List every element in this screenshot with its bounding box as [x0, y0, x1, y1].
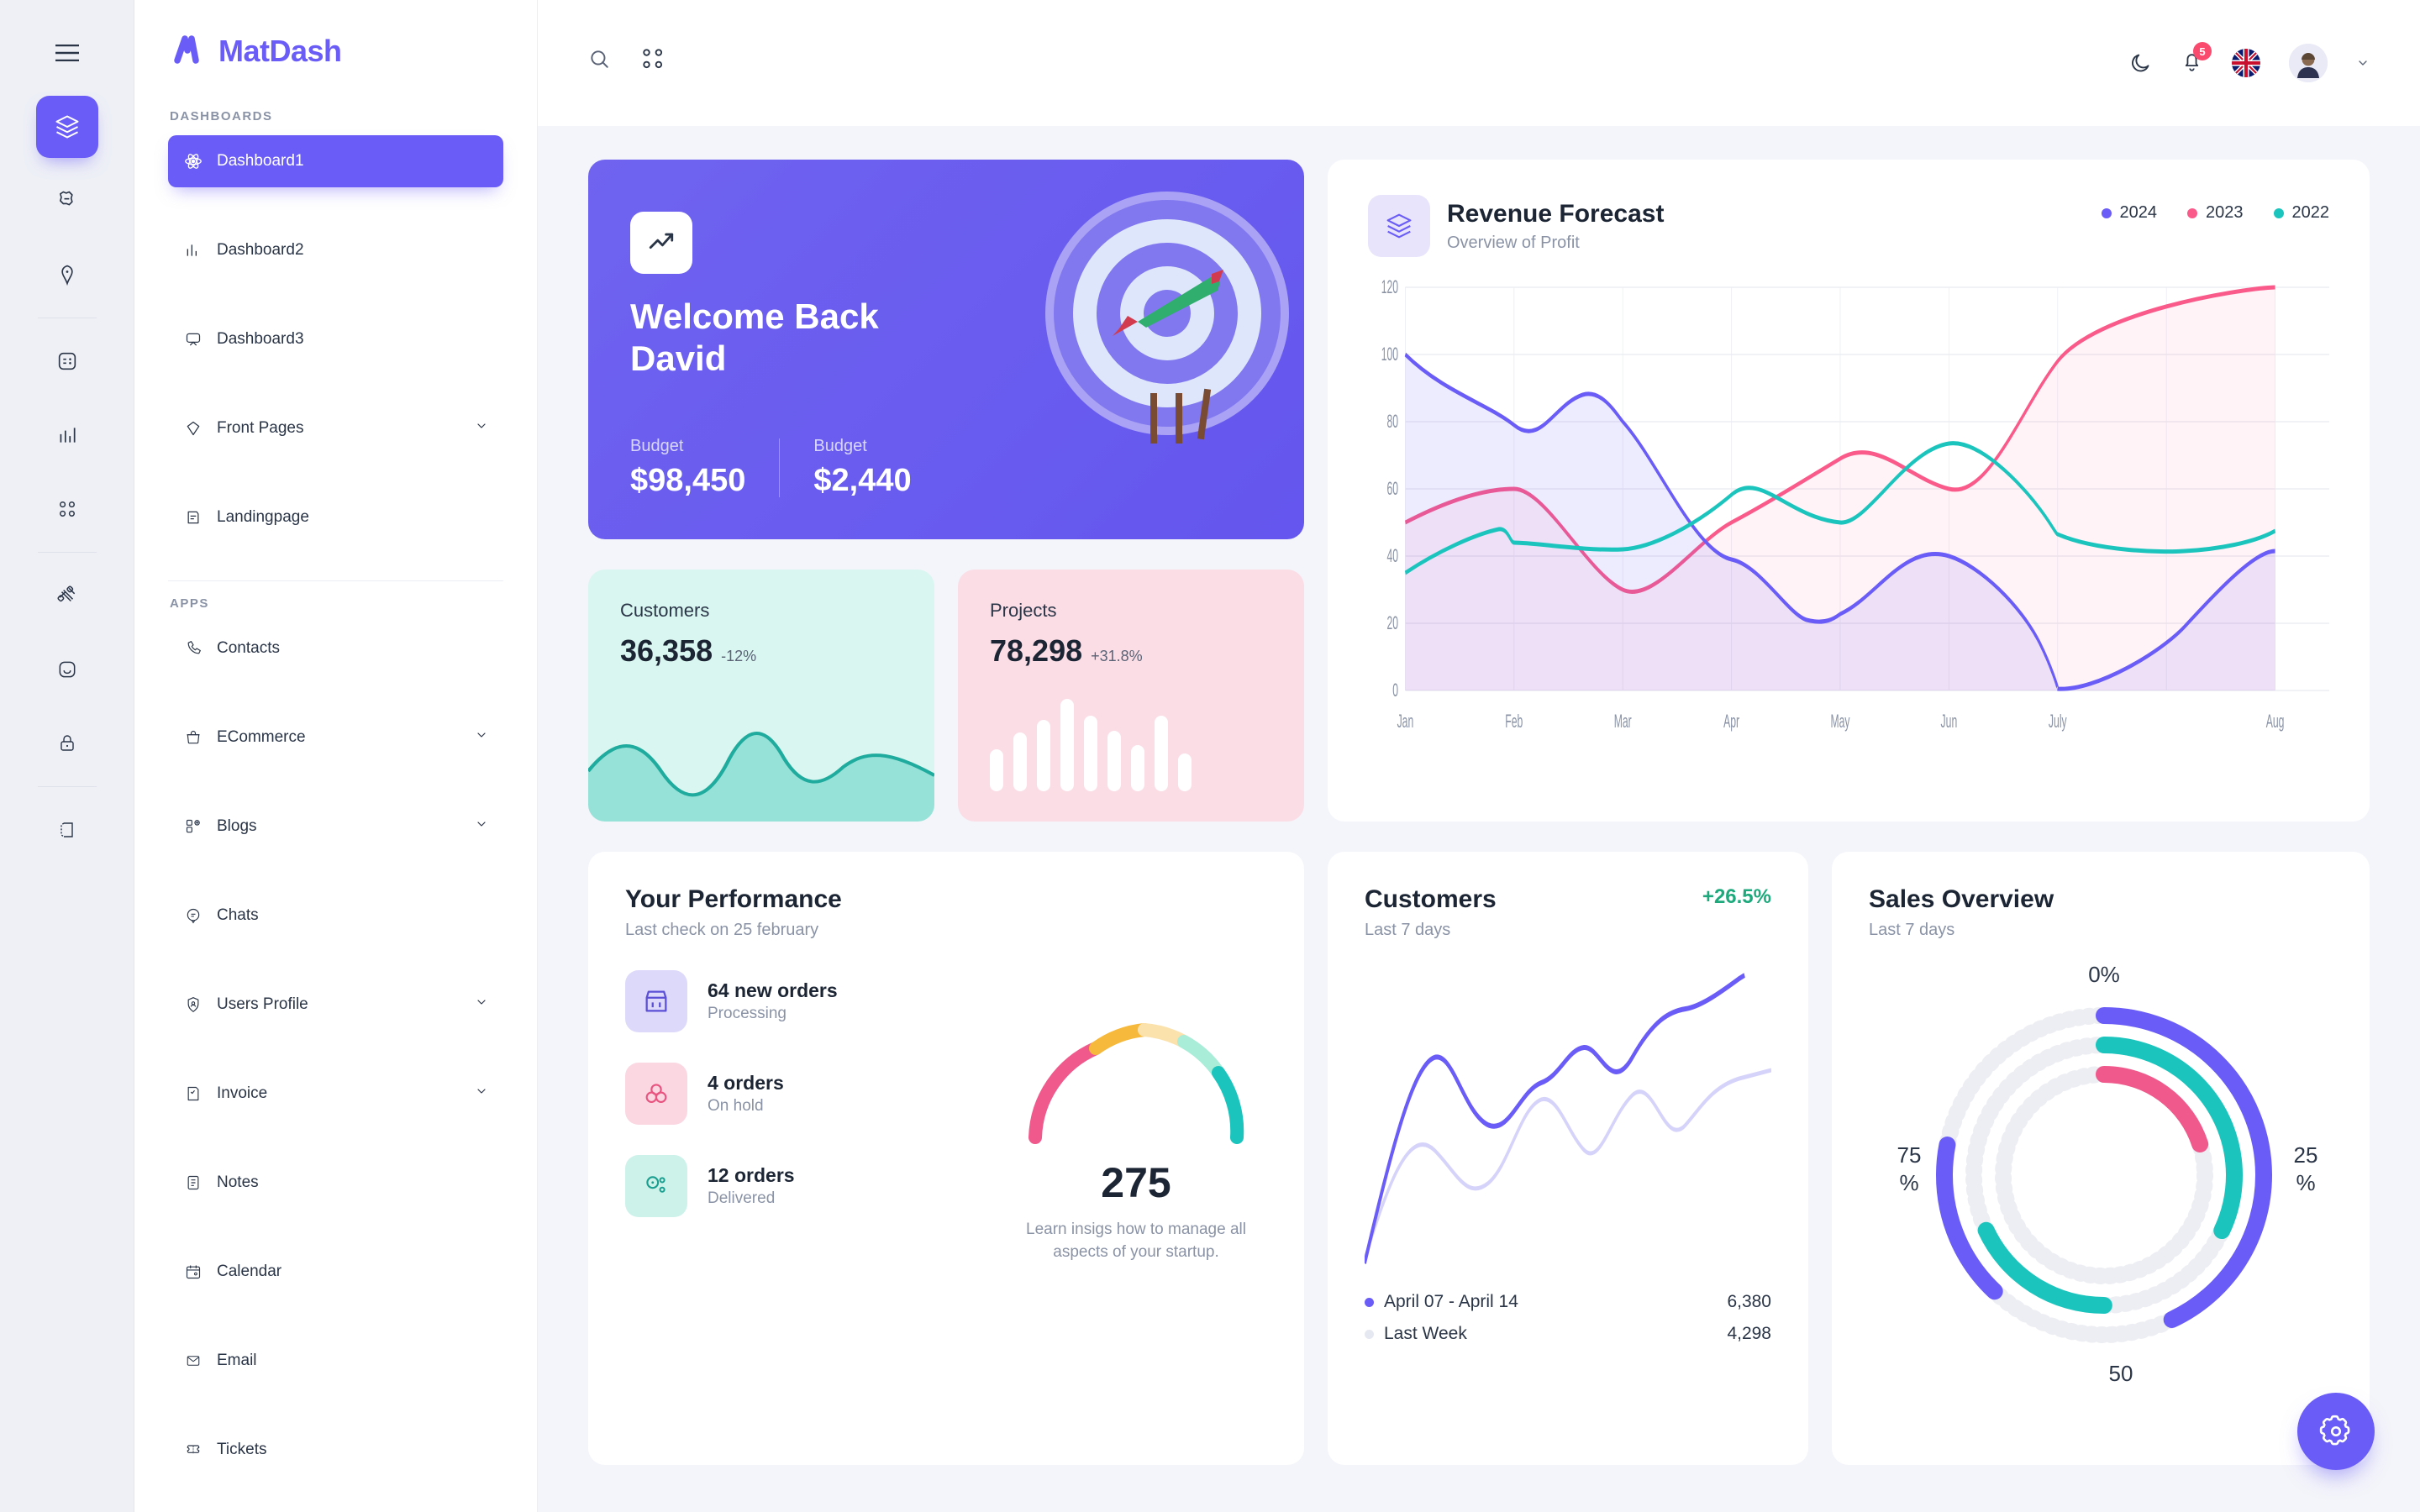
svg-text:Aug: Aug	[2266, 711, 2285, 732]
svg-text:20: 20	[1387, 612, 1399, 633]
svg-text:May: May	[1830, 711, 1849, 732]
svg-text:60: 60	[1387, 478, 1399, 499]
svg-text:0: 0	[1392, 680, 1398, 701]
svg-text:25: 25	[2294, 1142, 2318, 1168]
svg-text:75: 75	[1897, 1142, 1922, 1168]
svg-text:Mar: Mar	[1614, 711, 1632, 732]
svg-text:40: 40	[1387, 545, 1399, 566]
svg-text:100: 100	[1381, 344, 1398, 365]
svg-text:Jan: Jan	[1397, 711, 1414, 732]
svg-text:%: %	[1899, 1170, 1918, 1195]
svg-text:Jun: Jun	[1941, 711, 1958, 732]
svg-text:%: %	[2296, 1170, 2315, 1195]
svg-text:0%: 0%	[2088, 962, 2120, 987]
svg-text:July: July	[2049, 711, 2067, 732]
svg-text:80: 80	[1387, 411, 1399, 432]
svg-text:Feb: Feb	[1505, 711, 1523, 732]
svg-text:Apr: Apr	[1723, 711, 1739, 732]
svg-text:50: 50	[2109, 1361, 2133, 1385]
svg-text:120: 120	[1381, 276, 1398, 297]
